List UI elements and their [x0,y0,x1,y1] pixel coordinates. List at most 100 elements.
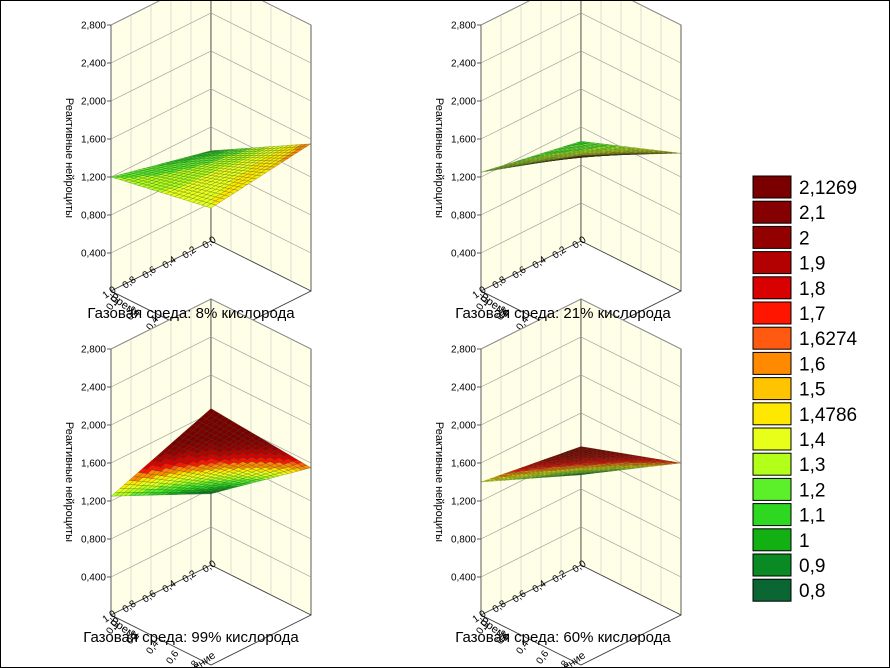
legend-label: 1,3 [799,455,825,476]
wall-gridline [480,1,682,26]
surface-cell [206,408,216,416]
wall-gridline [110,1,312,26]
wall-gridline [110,298,312,350]
surface-cell [576,155,586,157]
z-tick-label: 2,800 [451,345,476,356]
z-tick-label: 2,000 [81,421,106,432]
z-tick-label: 0,800 [451,535,476,546]
legend-label: 2 [799,228,810,249]
caption-8pct: Газовая среда: 8% кислорода [87,305,295,322]
wall-gridline [480,202,682,254]
z-axis-title: Реактивные нейроциты [63,422,75,542]
legend-label: 1,6 [799,354,825,375]
z-tick-label: 2,000 [451,421,476,432]
surface-plot-2: 0,400 0,800 1,200 1,600 2,000 2,400 2,800 Реакт… [63,298,312,667]
wall-gridline [480,412,682,464]
surface-cell [206,203,216,209]
z-tick-label: 2,400 [451,383,476,394]
surface-mesh [110,408,312,497]
wall-gridline [480,164,682,216]
caption-60pct: Газовая среда: 60% кислорода [455,629,671,646]
legend-swatch [752,200,792,224]
legend-swatch [752,402,792,426]
legend-swatch [752,225,792,249]
surface-mesh [110,143,312,209]
wall-gridline [110,12,312,64]
legend-swatch [752,528,792,552]
legend-label: 1,9 [799,254,825,275]
z-tick-label: 2,400 [451,59,476,70]
z-tick-label: 2,800 [81,345,106,356]
legend-label: 1,4786 [799,405,857,426]
wall-gridline [480,298,682,350]
wall-gridline [110,88,312,140]
legend-swatch [752,377,792,401]
wall-gridline [480,488,682,540]
legend-label: 1,2 [799,480,825,501]
z-tick-label: 1,600 [451,459,476,470]
surface-plot-1: 0,400 0,800 1,200 1,600 2,000 2,400 2,800 Реакт… [433,1,682,368]
z-tick-label: 1,600 [451,135,476,146]
wall-gridline [480,126,682,178]
x-tick-label: 0,6 [164,648,181,666]
wall-gridline [480,336,682,388]
x-tick-label: 0,8 [554,658,571,667]
surface-mesh [480,141,682,173]
z-tick-label: 0,400 [81,573,106,584]
legend-label: 1,1 [799,506,825,527]
legend-swatch [752,452,792,476]
legend-label: 0,9 [799,556,825,577]
floor-edge [480,614,682,666]
wall-gridline [480,12,682,64]
legend-swatch [752,351,792,375]
x-tick-label: 0,6 [534,648,551,666]
legend-swatch [752,251,792,275]
legend-swatch [752,276,792,300]
z-axis-title: Реактивные нейроциты [433,422,445,542]
legend-label: 1 [799,531,810,552]
z-tick-label: 2,800 [81,21,106,32]
surface-plot-3: 0,400 0,800 1,200 1,600 2,000 2,400 2,800 Реакт… [433,298,682,667]
surface-mesh [480,446,682,483]
legend-label: 2,1 [799,203,825,224]
legend-label: 1,6274 [799,329,858,350]
caption-99pct: Газовая среда: 99% кислорода [83,629,299,646]
z-tick-label: 1,600 [81,459,106,470]
legend-swatch [752,503,792,527]
surface-cell [576,446,586,449]
wall-gridline [480,526,682,578]
legend-label: 2,1269 [799,178,857,199]
legend-swatch [752,175,792,199]
z-axis-title: Реактивные нейроциты [433,98,445,218]
wall-gridline [110,526,312,578]
z-tick-label: 0,400 [451,249,476,260]
legend: 2,1269 2,1 2 1,9 1,8 1,7 1,6274 1,6 1,5 1,4786 1,4… [752,175,858,602]
z-tick-label: 2,400 [81,383,106,394]
z-tick-label: 1,600 [81,135,106,146]
z-tick-label: 2,400 [81,59,106,70]
legend-label: 0,8 [799,581,825,602]
z-tick-label: 2,000 [451,97,476,108]
wall-gridline [110,374,312,426]
legend-swatch [752,477,792,501]
floor-edge [110,614,312,666]
wall-gridline [480,88,682,140]
legend-label: 1,5 [799,380,825,401]
legend-label: 1,4 [799,430,826,451]
back-wall-left [110,1,212,292]
legend-swatch [752,326,792,350]
z-tick-label: 1,200 [81,497,106,508]
legend-label: 1,8 [799,279,825,300]
legend-swatch [752,553,792,577]
x-tick-label: 0,8 [184,658,201,667]
legend-swatch [752,301,792,325]
caption-21pct: Газовая среда: 21% кислорода [455,305,671,322]
wall-gridline [480,374,682,426]
wall-gridline [480,50,682,102]
wall-gridline [110,336,312,388]
z-tick-label: 0,400 [451,573,476,584]
z-tick-label: 2,000 [81,97,106,108]
legend-swatch [752,427,792,451]
